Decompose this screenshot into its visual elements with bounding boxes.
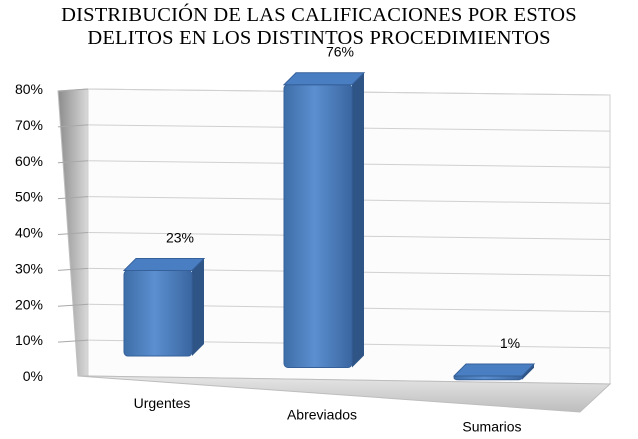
data-label: 1%	[500, 335, 520, 351]
data-labels: 23% 76% 1%	[166, 44, 520, 351]
side-gridline	[57, 88, 89, 92]
y-axis-ticks: 0% 10% 20% 30% 40% 50% 60% 70% 80%	[15, 81, 43, 384]
bar-top	[122, 257, 206, 271]
bar-side	[352, 72, 364, 368]
y-tick-label: 0%	[23, 368, 43, 384]
bar-top	[452, 363, 536, 377]
y-tick-label: 60%	[15, 153, 43, 169]
side-gridline	[57, 232, 89, 235]
bar	[453, 375, 523, 381]
side-gridline	[57, 196, 89, 200]
bar	[283, 84, 353, 368]
y-tick-label: 50%	[15, 189, 43, 205]
data-label: 23%	[166, 229, 194, 245]
side-gridline	[57, 303, 89, 307]
floor	[77, 375, 612, 413]
side-gridline	[57, 267, 89, 271]
chart-title-line-1: DISTRIBUCIÓN DE LAS CALIFICACIONES POR E…	[61, 4, 577, 26]
bar-side	[192, 258, 204, 357]
side-gridline	[57, 339, 89, 343]
bar-top	[282, 72, 366, 86]
y-tick-label: 30%	[15, 260, 43, 276]
y-tick-label: 80%	[15, 81, 43, 97]
side-gridline	[57, 124, 89, 128]
category-label: Urgentes	[134, 395, 191, 411]
bar-side	[522, 363, 534, 380]
data-label: 76%	[326, 44, 354, 60]
y-tick-label: 40%	[15, 225, 43, 241]
category-labels: Urgentes Abreviados Sumarios	[134, 395, 522, 435]
y-tick-label: 70%	[15, 117, 43, 133]
y-tick-label: 10%	[15, 332, 43, 348]
y-tick-label: 20%	[15, 296, 43, 312]
bars	[122, 72, 536, 381]
category-label: Abreviados	[287, 406, 357, 422]
chart-title-line-2: DELITOS EN LOS DISTINTOS PROCEDIMIENTOS	[87, 27, 551, 49]
chart-title: DISTRIBUCIÓN DE LAS CALIFICACIONES POR E…	[0, 4, 638, 50]
side-gridline	[57, 160, 89, 164]
category-label: Sumarios	[462, 419, 521, 435]
bar	[123, 269, 193, 357]
